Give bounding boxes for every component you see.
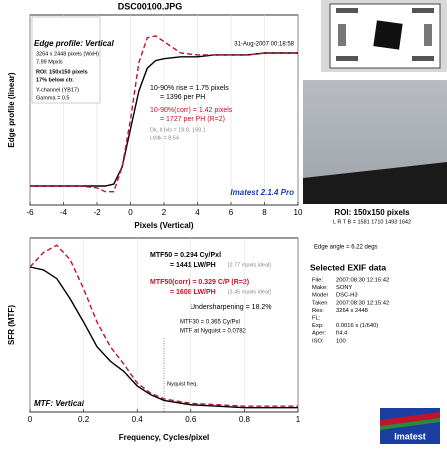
exif-key: Model xyxy=(312,293,328,299)
x-tick-label: 0.6 xyxy=(185,415,197,424)
x-tick-label: 0.2 xyxy=(78,415,90,424)
levels: Lt/dk = 8.54 xyxy=(150,135,179,141)
timestamp: 31-Aug-2007 00:18:58 xyxy=(234,42,294,48)
mtf30: MTF30 = 0.365 Cy/Pxl xyxy=(180,320,240,326)
logo-text: Imatest xyxy=(394,431,426,441)
exif-key: FL: xyxy=(312,316,321,322)
mtf50: MTF50 = 0.294 Cy/Pxl xyxy=(150,252,221,259)
target-thumbnail xyxy=(321,0,447,72)
series-line xyxy=(29,266,298,409)
exif-key: File: xyxy=(312,278,323,284)
x-tick-label: 8 xyxy=(262,208,267,217)
exif-value: SONY xyxy=(336,285,353,291)
exif-value: 2007:08:30 12:15:42 xyxy=(336,300,389,306)
roi-bounds: L R T B = 1581 1710 1493 1642 xyxy=(333,219,411,225)
edge-angle: Edge angle = 6.22 degs xyxy=(314,245,378,251)
x-tick-label: 0.8 xyxy=(239,415,251,424)
rise-corr: 10-90%(corr) = 1.42 pixels xyxy=(150,107,233,114)
undersharpening: Undersharpening = 18.2% xyxy=(190,304,272,311)
exif-key: Exp: xyxy=(312,323,324,329)
y-axis-label: Edge profile (linear) xyxy=(7,72,16,147)
x-tick-label: 2 xyxy=(162,208,167,217)
exif-key: Res: xyxy=(312,308,324,314)
info-line: 7.99 Mpxls xyxy=(36,59,63,65)
exif-value: 100 xyxy=(336,338,346,344)
info-frame xyxy=(31,16,101,104)
info-line: Y-channel (YB17) xyxy=(36,87,79,93)
exif-list: File: 2007:08:30 12:15:42 Make: SONY Model DS… xyxy=(312,278,389,345)
pattern xyxy=(338,24,346,46)
exif-key: Make: xyxy=(312,285,328,291)
y-axis-label: SFR (MTF) xyxy=(7,305,16,345)
info-line: ROI: 150x150 pixels xyxy=(36,69,88,75)
slanted-square xyxy=(373,20,403,50)
exif-key: ISO: xyxy=(312,338,324,344)
roi-size: ROI: 150x150 pixels xyxy=(334,208,410,217)
rise-corr: = 1727 per PH (R=2) xyxy=(160,116,225,123)
info-line: 3264 x 2448 pixels (WxH) xyxy=(36,51,99,57)
pattern xyxy=(336,8,358,13)
x-tick-label: 6 xyxy=(229,208,234,217)
exif-value: 3264 x 2448 xyxy=(336,308,368,314)
mtf50-corr: = 1608 LW/PH xyxy=(170,289,216,296)
pattern xyxy=(424,24,432,46)
rise: = 1396 per PH xyxy=(160,94,205,101)
series-line xyxy=(30,52,298,187)
exif-value: f/4.4 xyxy=(336,331,348,337)
mtf50-corr: MTF50(corr) = 0.329 C/P (R=2) xyxy=(150,279,249,286)
chart-title: Edge profile: Vertical xyxy=(34,39,115,48)
mtf-nyquist: MTF at Nyquist = 0.0782 xyxy=(180,329,247,335)
rise: 10-90% rise = 1.75 pixels xyxy=(150,85,229,92)
x-axis-label: Frequency, Cycles/pixel xyxy=(119,433,210,442)
info-box: Edge profile: Vertical 31-Aug-2007 00:18… xyxy=(31,16,295,197)
pattern xyxy=(336,56,358,61)
mtf50-ideal: [2.77 mpxls ideal] xyxy=(228,262,271,268)
exif-value: DSC-H3 xyxy=(336,293,358,299)
exif-title: Selected EXIF data xyxy=(310,262,386,272)
chart-title: MTF: Vertical xyxy=(34,399,85,408)
x-tick-label: -4 xyxy=(60,208,68,217)
mtf50-corr-ideal: [3.45 mpxls ideal] xyxy=(228,289,271,295)
pattern xyxy=(412,56,434,61)
x-tick-label: 0 xyxy=(28,415,33,424)
series-line xyxy=(29,244,298,407)
exif-value: 2007:08:30 12:15:42 xyxy=(336,278,389,284)
pattern xyxy=(412,8,434,13)
x-tick-label: -2 xyxy=(93,208,101,217)
info-line: Gamma = 0.5 xyxy=(36,95,69,101)
x-tick-label: 10 xyxy=(294,208,303,217)
exif-key: Taken xyxy=(312,300,327,306)
x-axis-label: Pixels (Vertical) xyxy=(134,221,193,230)
logo-stripe xyxy=(380,412,440,426)
mtf-info: MTF50 = 0.294 Cy/Pxl = 1441 LW/PH [2.77 … xyxy=(34,252,272,408)
info-line: 17% below ctr. xyxy=(36,77,74,83)
series-line xyxy=(30,35,298,193)
x-tick-label: 0.4 xyxy=(132,415,144,424)
exif-key: Aper: xyxy=(312,331,326,337)
roi-image xyxy=(303,80,447,204)
logo-stripe xyxy=(380,418,440,430)
mtf50: = 1441 LW/PH xyxy=(170,262,216,269)
levels: Dk, lt lvls = 19.8, 169.1 xyxy=(150,127,206,133)
x-tick-label: -6 xyxy=(26,208,34,217)
exif-value: 0.0016 s (1/640) xyxy=(336,323,378,329)
x-tick-label: 4 xyxy=(195,208,200,217)
x-tick-label: 0 xyxy=(128,208,133,217)
x-tick-label: 1 xyxy=(296,415,301,424)
roi-dark xyxy=(303,162,447,204)
version: Imatest 2.1.4 Pro xyxy=(230,188,294,197)
nyquist-label: Nyquist freq. xyxy=(167,381,198,387)
file-title: DSC00100.JPG xyxy=(118,1,183,11)
logo: Imatest xyxy=(380,408,440,444)
